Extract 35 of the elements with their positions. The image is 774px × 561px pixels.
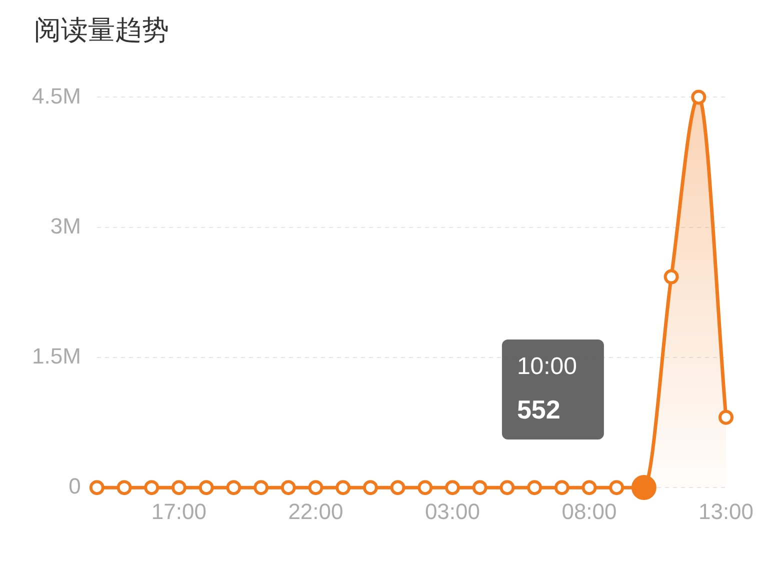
point [527, 480, 542, 496]
x-tick-label: 13:00 [698, 498, 754, 524]
point [116, 480, 132, 496]
point [171, 480, 186, 496]
point [144, 480, 160, 496]
point [254, 480, 269, 496]
point [336, 480, 351, 496]
point [362, 480, 378, 496]
x-tick-label: 08:00 [562, 498, 617, 524]
point [390, 480, 406, 496]
point [89, 480, 104, 496]
chart-title: 阅读量趋势 [33, 14, 170, 48]
point [226, 480, 242, 496]
x-tick-label: 17:00 [151, 498, 206, 524]
point [691, 90, 706, 105]
point [664, 269, 679, 284]
point [582, 480, 597, 496]
y-tick-label: 0 [68, 474, 81, 499]
point [472, 480, 488, 496]
point [554, 480, 570, 496]
x-tick-label: 22:00 [288, 498, 344, 524]
point [718, 410, 734, 425]
point [500, 480, 515, 496]
point [280, 480, 296, 496]
point [609, 480, 624, 496]
x-tick-label: 03:00 [424, 498, 480, 524]
point [198, 480, 214, 496]
y-tick-label: 1.5M [32, 344, 81, 369]
point [444, 480, 460, 496]
y-tick-label: 3M [50, 213, 81, 238]
annotation: 552 [516, 394, 560, 425]
point [418, 480, 433, 496]
point [308, 480, 324, 496]
annotation: 10:00 [516, 353, 578, 380]
y-tick-label: 4.5M [32, 83, 81, 108]
